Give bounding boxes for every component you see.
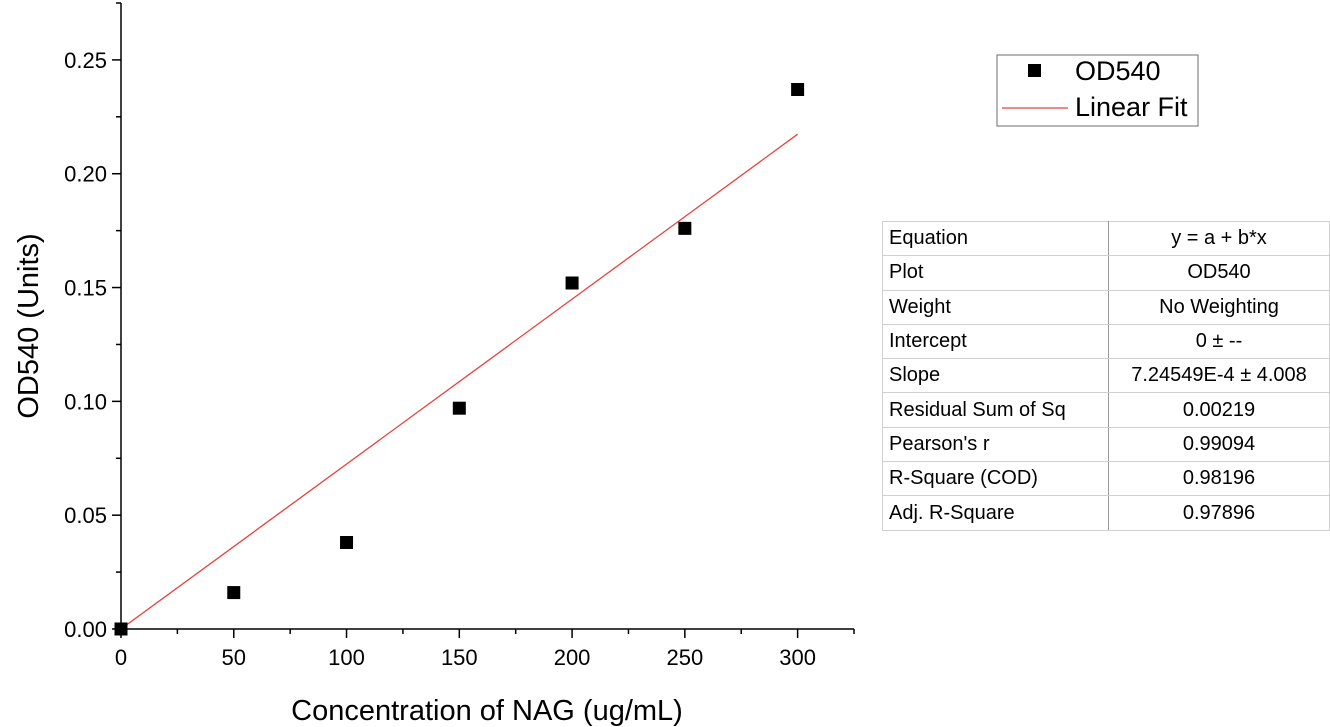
data-point [114, 622, 128, 636]
data-point [565, 276, 579, 290]
axes [120, 3, 854, 630]
fit-table-value: 0 ± -- [1108, 323, 1330, 360]
fit-table-row: Weight No Weighting [882, 289, 1330, 325]
y-axis-ticks: 0.00 0.05 0.10 0.15 0.20 0.25 [64, 2, 121, 642]
fit-table-key: Slope [882, 358, 1109, 394]
fit-table-value: No Weighting [1108, 289, 1330, 325]
data-point [678, 221, 692, 235]
x-tick-label: 250 [666, 645, 703, 670]
fit-table-row: Slope 7.24549E-4 ± 4.008 [882, 358, 1330, 394]
legend: OD540 Linear Fit [996, 54, 1199, 127]
x-tick-label: 50 [222, 645, 246, 670]
y-tick-label: 0.25 [64, 48, 107, 73]
data-point [452, 401, 466, 415]
legend-marker-od540 [1028, 64, 1041, 77]
fit-table-value: 0.97896 [1108, 495, 1330, 531]
fit-table-key: Pearson's r [882, 426, 1109, 463]
x-axis-label: Concentration of NAG (ug/mL) [291, 695, 683, 727]
fit-table-key: Plot [882, 255, 1109, 291]
fit-table-row: Plot OD540 [882, 255, 1330, 291]
y-tick-label: 0.00 [64, 617, 107, 642]
fit-table-row: Equation y = a + b*x [882, 220, 1330, 257]
fit-results-table-body: Equation y = a + b*x Plot OD540 Weight No Wei… [882, 220, 1330, 531]
fit-table-key: Intercept [882, 323, 1109, 360]
fit-table-value: 0.99094 [1108, 426, 1330, 463]
fit-table-row: R-Square (COD) 0.98196 [882, 461, 1330, 497]
y-tick-label: 0.20 [64, 162, 107, 187]
legend-label-od540: OD540 [1075, 56, 1161, 86]
fit-table-row: Residual Sum of Sq 0.00219 [882, 392, 1330, 428]
x-axis-ticks: 0 50 100 150 200 250 300 [115, 629, 855, 670]
data-point [227, 586, 241, 600]
y-tick-label: 0.15 [64, 276, 107, 301]
fit-table-key: R-Square (COD) [882, 461, 1109, 497]
linear-fit-line [120, 133, 798, 630]
fit-table-key: Weight [882, 289, 1109, 325]
y-tick-label: 0.10 [64, 389, 107, 414]
x-tick-label: 200 [554, 645, 591, 670]
data-point [791, 83, 805, 97]
fit-table-key: Residual Sum of Sq [882, 392, 1109, 428]
fit-table-value: OD540 [1108, 255, 1330, 291]
fit-table-row: Intercept 0 ± -- [882, 323, 1330, 360]
fit-table-value: 7.24549E-4 ± 4.008 [1108, 358, 1330, 394]
fit-table-value: y = a + b*x [1108, 220, 1330, 257]
fit-table-row: Pearson's r 0.99094 [882, 426, 1330, 463]
y-axis-label: OD540 (Units) [13, 233, 45, 418]
fit-table-row: Adj. R-Square 0.97896 [882, 495, 1330, 531]
legend-label-linear-fit: Linear Fit [1075, 92, 1188, 122]
x-tick-label: 0 [115, 645, 127, 670]
fit-table-value: 0.98196 [1108, 461, 1330, 497]
x-tick-label: 300 [779, 645, 816, 670]
y-tick-label: 0.05 [64, 503, 107, 528]
fit-table-key: Adj. R-Square [882, 495, 1109, 531]
series-layer [114, 83, 805, 636]
fit-table-value: 0.00219 [1108, 392, 1330, 428]
x-tick-label: 150 [441, 645, 478, 670]
fit-results-table: Equation y = a + b*x Plot OD540 Weight No Wei… [882, 220, 1330, 531]
x-tick-label: 100 [328, 645, 365, 670]
fit-table-key: Equation [882, 220, 1109, 257]
data-point [340, 535, 354, 549]
